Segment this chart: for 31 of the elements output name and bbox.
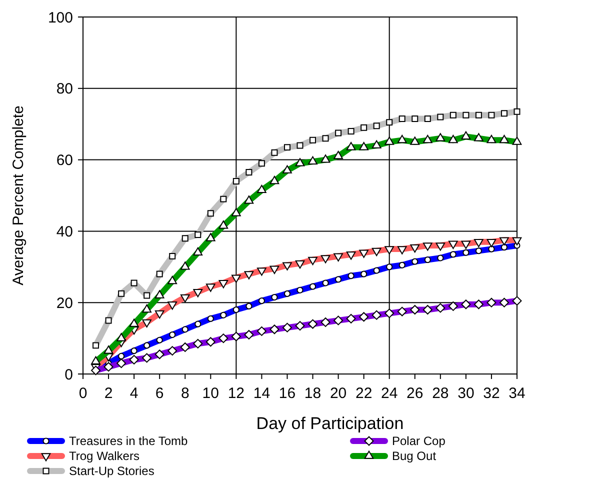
legend-label: Start-Up Stories bbox=[69, 464, 154, 478]
x-tick-label: 26 bbox=[406, 385, 424, 402]
x-tick-label: 34 bbox=[508, 385, 526, 402]
x-tick-label: 24 bbox=[381, 385, 398, 402]
x-axis-title: Day of Participation bbox=[256, 414, 404, 433]
y-tick-label: 100 bbox=[48, 9, 73, 26]
x-tick-label: 18 bbox=[304, 385, 322, 402]
y-tick-label: 20 bbox=[56, 294, 73, 312]
x-tick-label: 8 bbox=[180, 385, 190, 402]
x-tick-label: 28 bbox=[432, 385, 449, 402]
y-tick-label: 40 bbox=[56, 223, 73, 240]
legend-label: Trog Walkers bbox=[69, 449, 140, 464]
x-tick-label: 12 bbox=[228, 385, 245, 402]
x-tick-label: 22 bbox=[355, 385, 372, 402]
x-tick-label: 30 bbox=[458, 385, 474, 402]
y-tick-label: 0 bbox=[64, 366, 73, 384]
x-tick-label: 2 bbox=[104, 385, 113, 402]
y-tick-label: 80 bbox=[56, 80, 73, 98]
x-tick-label: 6 bbox=[155, 385, 164, 402]
legend-label: Treasures in the Tomb bbox=[69, 434, 188, 448]
y-tick-label: 60 bbox=[56, 152, 73, 170]
x-tick-label: 14 bbox=[253, 385, 270, 402]
legend-label: Polar Cop bbox=[392, 434, 446, 448]
x-tick-label: 16 bbox=[278, 385, 296, 402]
x-tick-label: 0 bbox=[78, 385, 88, 402]
x-tick-label: 20 bbox=[330, 385, 347, 402]
x-tick-label: 10 bbox=[202, 385, 219, 402]
legend-label: Bug Out bbox=[392, 449, 437, 464]
y-axis-title: Average Percent Complete bbox=[10, 106, 27, 286]
x-tick-label: 4 bbox=[130, 385, 138, 402]
x-tick-label: 32 bbox=[483, 385, 500, 402]
